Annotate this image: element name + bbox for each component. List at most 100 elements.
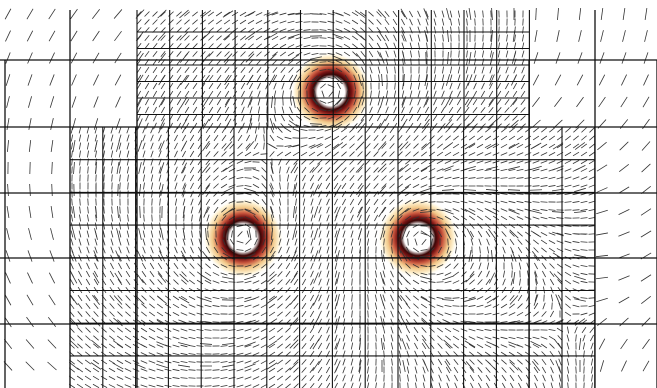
velocity-arrow: [549, 270, 555, 278]
velocity-arrow: [557, 7, 559, 21]
velocity-arrow: [418, 50, 420, 58]
velocity-arrow: [449, 90, 453, 98]
velocity-arrow: [72, 118, 76, 130]
velocity-arrow: [290, 272, 298, 284]
velocity-arrow: [150, 174, 154, 182]
velocity-arrow: [467, 74, 473, 86]
velocity-arrow: [172, 360, 180, 364]
velocity-arrow: [277, 327, 283, 333]
velocity-arrow: [158, 52, 166, 64]
velocity-arrow: [261, 167, 267, 173]
velocity-arrow: [433, 98, 437, 106]
velocity-arrow: [413, 151, 419, 157]
velocity-arrow: [446, 8, 450, 20]
velocity-arrow: [289, 317, 299, 327]
velocity-arrow: [268, 351, 276, 357]
velocity-arrow: [497, 82, 501, 90]
velocity-arrow: [109, 278, 115, 286]
velocity-arrow: [530, 210, 542, 214]
velocity-arrow: [248, 66, 254, 74]
velocity-arrow: [453, 359, 459, 365]
velocity-arrow: [145, 98, 149, 106]
velocity-arrow: [375, 326, 377, 334]
velocity-arrow: [174, 150, 178, 158]
velocity-arrow: [178, 296, 190, 304]
velocity-arrow: [335, 60, 343, 64]
velocity-arrow: [365, 159, 371, 165]
velocity-arrow: [117, 183, 119, 197]
velocity-arrow: [326, 310, 330, 318]
velocity-arrow: [317, 182, 323, 190]
velocity-arrow: [189, 150, 195, 158]
velocity-arrow: [367, 278, 369, 286]
velocity-arrow: [137, 140, 143, 152]
velocity-arrow: [490, 10, 492, 18]
velocity-arrow: [534, 262, 538, 270]
velocity-arrow: [468, 177, 476, 179]
velocity-arrow: [366, 214, 370, 222]
velocity-arrow: [349, 127, 355, 133]
velocity-arrow: [261, 159, 267, 165]
velocity-arrow: [229, 126, 235, 134]
velocity-arrow: [313, 272, 319, 284]
velocity-arrow: [526, 382, 530, 388]
velocity-arrow: [508, 143, 516, 149]
velocity-arrow: [580, 280, 588, 284]
velocity-arrow: [144, 90, 150, 98]
velocity-arrow: [381, 167, 387, 173]
velocity-arrow: [437, 127, 443, 133]
velocity-arrow: [118, 230, 122, 238]
velocity-arrow: [189, 263, 195, 269]
velocity-arrow: [72, 228, 76, 240]
velocity-arrow: [172, 312, 180, 316]
velocity-arrow: [196, 337, 204, 339]
velocity-arrow: [452, 200, 460, 204]
velocity-arrow: [292, 205, 296, 219]
velocity-arrow: [271, 230, 273, 238]
velocity-arrow: [140, 368, 148, 372]
velocity-arrow: [356, 206, 364, 218]
velocity-arrow: [325, 374, 331, 382]
velocity-arrow: [550, 366, 554, 374]
velocity-arrow: [472, 106, 478, 114]
velocity-arrow: [26, 30, 34, 42]
velocity-arrow: [49, 250, 55, 262]
velocity-arrow: [468, 296, 476, 300]
velocity-arrow: [302, 238, 306, 246]
velocity-arrow: [375, 366, 377, 374]
velocity-arrow: [160, 35, 166, 41]
velocity-arrow: [202, 140, 210, 152]
velocity-arrow: [279, 36, 287, 40]
velocity-arrow: [192, 35, 198, 41]
velocity-arrow: [50, 228, 54, 240]
velocity-arrow: [365, 206, 371, 214]
velocity-arrow: [368, 114, 374, 122]
velocity-arrow: [136, 66, 142, 74]
velocity-arrow: [241, 90, 245, 98]
velocity-arrow: [377, 163, 387, 173]
velocity-arrow: [108, 343, 116, 349]
velocity-arrow: [270, 126, 274, 134]
velocity-arrow: [221, 159, 227, 165]
velocity-arrow: [550, 374, 554, 382]
velocity-arrow: [332, 127, 340, 133]
velocity-arrow: [343, 51, 351, 57]
velocity-arrow: [642, 96, 650, 108]
velocity-arrow: [5, 74, 11, 86]
velocity-arrow: [458, 50, 460, 58]
velocity-arrow: [542, 302, 546, 310]
velocity-arrow: [413, 143, 419, 149]
velocity-arrow: [196, 328, 204, 332]
velocity-arrow: [326, 238, 330, 246]
velocity-arrow: [369, 66, 373, 74]
velocity-arrow: [326, 222, 330, 230]
velocity-arrow: [310, 214, 314, 222]
velocity-arrow: [502, 278, 506, 286]
velocity-arrow: [552, 142, 564, 150]
velocity-arrow: [481, 82, 485, 90]
velocity-arrow: [357, 167, 363, 173]
velocity-arrow: [358, 222, 362, 230]
velocity-arrow: [224, 51, 230, 57]
velocity-arrow: [118, 246, 122, 254]
velocity-arrow: [189, 271, 195, 277]
